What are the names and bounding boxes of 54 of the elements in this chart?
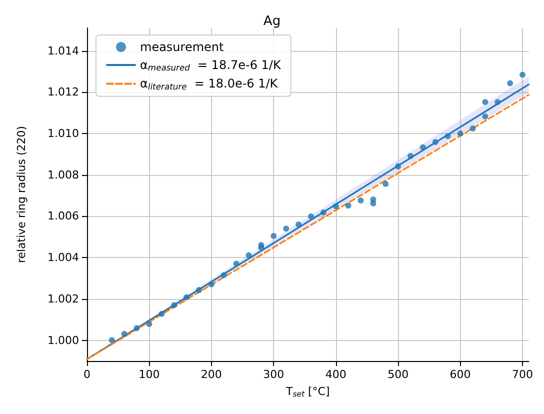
point xyxy=(520,72,526,78)
point xyxy=(283,226,290,232)
point xyxy=(358,198,364,204)
point xyxy=(233,260,240,267)
point xyxy=(270,232,277,239)
point xyxy=(196,287,202,294)
point xyxy=(432,138,438,145)
point xyxy=(258,244,264,251)
legend-label: measurement xyxy=(140,40,224,54)
y-tick-label: 1.000 xyxy=(48,334,79,347)
point xyxy=(482,114,488,120)
x-tick-label: 500 xyxy=(388,368,409,381)
x-tick-label: 100 xyxy=(138,368,160,381)
y-axis-title: relative ring radius (220) xyxy=(15,126,28,264)
point xyxy=(134,325,140,332)
point xyxy=(320,209,326,216)
point xyxy=(208,281,214,288)
y-tick-label: 1.004 xyxy=(48,251,79,264)
x-tick-label: 200 xyxy=(200,368,222,381)
point xyxy=(220,272,227,278)
point xyxy=(171,302,178,308)
point xyxy=(308,213,314,220)
y-tick-label: 1.008 xyxy=(48,168,79,182)
x-tick-label: 300 xyxy=(263,368,284,381)
x-tick-label: 600 xyxy=(450,368,471,381)
x-tick-label: 400 xyxy=(325,368,346,381)
point xyxy=(420,144,426,150)
y-tick-label: 1.006 xyxy=(48,210,79,223)
point xyxy=(158,310,165,317)
point xyxy=(507,80,514,86)
point xyxy=(457,130,464,136)
point xyxy=(332,203,339,210)
point xyxy=(246,252,252,258)
point xyxy=(444,133,451,140)
point xyxy=(345,202,352,209)
x-tick-label: 700 xyxy=(512,368,534,381)
point xyxy=(370,196,376,202)
point xyxy=(146,320,152,327)
y-tick-label: 1.010 xyxy=(48,126,79,140)
point xyxy=(470,126,476,132)
point xyxy=(482,99,488,106)
y-tick-label: 1.012 xyxy=(48,86,79,99)
point xyxy=(121,330,128,337)
point xyxy=(184,294,190,300)
y-tick-label: 1.014 xyxy=(48,44,79,58)
x-tick-label: 0 xyxy=(84,368,90,381)
point xyxy=(494,99,501,106)
point xyxy=(382,180,389,187)
chart-title: Ag xyxy=(263,14,281,29)
point xyxy=(408,153,414,160)
point xyxy=(296,221,302,228)
point xyxy=(108,337,115,344)
point xyxy=(395,163,402,170)
y-tick-label: 1.002 xyxy=(48,292,79,306)
